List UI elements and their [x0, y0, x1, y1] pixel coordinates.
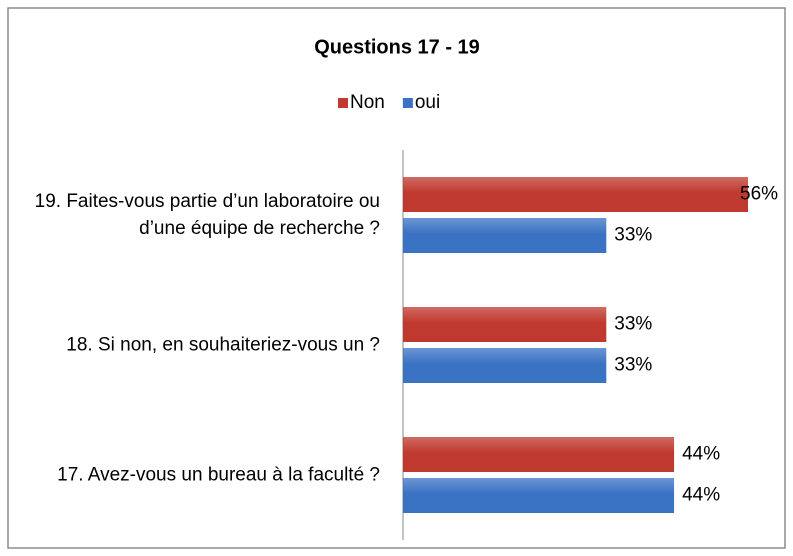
legend-swatch	[338, 98, 348, 108]
legend-swatch	[402, 98, 413, 108]
legend-label: Non	[350, 92, 385, 113]
value-label: 33%	[614, 314, 652, 335]
category-label: 18. Si non, en souhaiteriez-vous un ?	[66, 334, 380, 356]
value-label: 44%	[682, 444, 720, 465]
value-label: 33%	[614, 225, 652, 246]
bar	[403, 307, 607, 342]
value-label: 56%	[740, 184, 778, 205]
category-label: 17. Avez-vous un bureau à la faculté ?	[57, 464, 380, 486]
bar	[403, 177, 748, 212]
category-label: 19. Faites-vous partie d’un laboratoire …	[34, 191, 380, 239]
value-label: 33%	[614, 355, 652, 376]
bar	[403, 478, 675, 513]
legend-label: oui	[415, 92, 440, 113]
bar	[403, 437, 675, 472]
bar	[403, 218, 607, 253]
bar	[403, 348, 607, 383]
value-label: 44%	[682, 485, 720, 506]
chart-title: Questions 17 - 19	[314, 36, 480, 58]
